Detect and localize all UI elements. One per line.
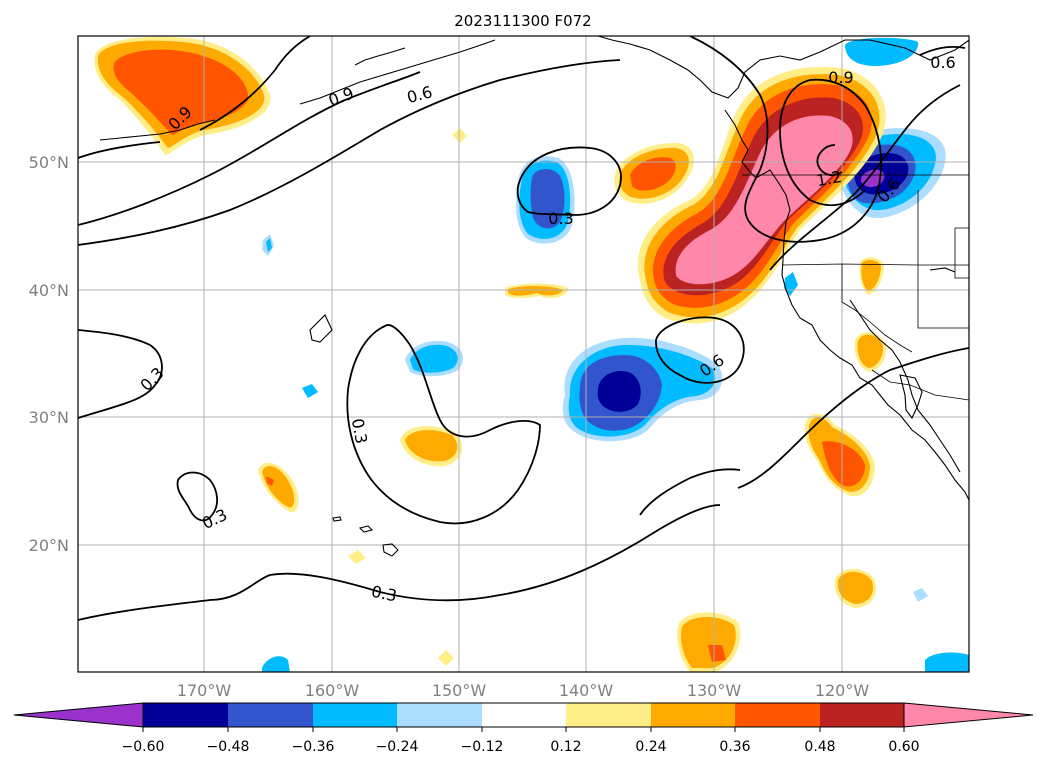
longitude-labels: 170°W 160°W 150°W 140°W 130°W 120°W — [177, 681, 870, 700]
colorbar: −0.60 −0.48 −0.36 −0.24 −0.12 0.12 0.24 … — [13, 702, 1034, 755]
colorbar-bin — [313, 703, 397, 727]
colorbar-bin — [397, 703, 482, 727]
colorbar-tick-label: −0.48 — [207, 739, 250, 755]
lon-label-130w: 130°W — [687, 681, 742, 700]
coastlines — [99, 36, 969, 557]
anomaly-aleutian-ridge — [94, 36, 271, 155]
contour-label: 0.3 — [370, 582, 399, 606]
lon-label-160w: 160°W — [305, 681, 360, 700]
colorbar-extend-low — [13, 702, 144, 728]
colorbar-bin — [228, 703, 313, 727]
colorbar-tick-label: −0.24 — [376, 739, 419, 755]
lon-label-170w: 170°W — [177, 681, 232, 700]
lon-label-150w: 150°W — [432, 681, 487, 700]
colorbar-tick-label: 0.48 — [804, 739, 835, 755]
lat-label-20n: 20°N — [29, 536, 69, 555]
positive-anomaly-fills — [94, 36, 887, 672]
anomaly-west-coast-ridge — [637, 66, 886, 324]
contour-lines — [78, 36, 969, 621]
contour-label: 0.3 — [348, 417, 371, 445]
colorbar-bin — [143, 703, 228, 727]
contour-label: 1.2 — [815, 167, 843, 190]
anomaly-small-blue-patches — [262, 37, 969, 672]
colorbar-bin — [735, 703, 820, 727]
contour-label: 0.6 — [930, 53, 955, 72]
colorbar-bin — [566, 703, 651, 727]
contour-label: 0.3 — [548, 209, 573, 228]
colorbar-tick-label: 0.12 — [550, 739, 581, 755]
lat-label-30n: 30°N — [29, 408, 69, 427]
colorbar-bin — [651, 703, 735, 727]
lon-label-120w: 120°W — [815, 681, 870, 700]
lon-label-140w: 140°W — [559, 681, 614, 700]
political-borders — [742, 174, 969, 401]
lat-label-50n: 50°N — [29, 153, 69, 172]
map-area: 0.9 0.9 0.6 0.9 0.3 1.2 0.6 0.3 0.3 0.6 … — [77, 35, 970, 673]
anomaly-subtropical-low — [562, 337, 723, 442]
colorbar-tick-label: 0.36 — [719, 739, 750, 755]
colorbar-extend-high — [903, 702, 1034, 728]
colorbar-tick-labels: −0.60 −0.48 −0.36 −0.24 −0.12 0.12 0.24 … — [122, 739, 920, 755]
colorbar-tick-label: −0.36 — [292, 739, 335, 755]
lat-label-40n: 40°N — [29, 281, 69, 300]
colorbar-frame — [142, 702, 905, 728]
colorbar-tick-label: −0.60 — [122, 739, 165, 755]
colorbar-bin — [482, 703, 566, 727]
colorbar-tick-label: −0.12 — [461, 739, 504, 755]
anomaly-small-warm-patches — [258, 128, 887, 672]
contour-label: 0.9 — [828, 68, 853, 87]
colorbar-bin — [820, 703, 904, 727]
colorbar-ticks — [142, 727, 905, 732]
figure-title: 2023111300 F072 — [454, 12, 591, 30]
latitude-labels: 50°N 40°N 30°N 20°N — [29, 153, 69, 555]
colorbar-tick-label: 0.60 — [888, 739, 919, 755]
anomaly-north-pacific-center — [516, 156, 575, 244]
graticule — [78, 36, 969, 672]
map-frame — [77, 35, 970, 673]
colorbar-tick-label: 0.24 — [635, 739, 666, 755]
